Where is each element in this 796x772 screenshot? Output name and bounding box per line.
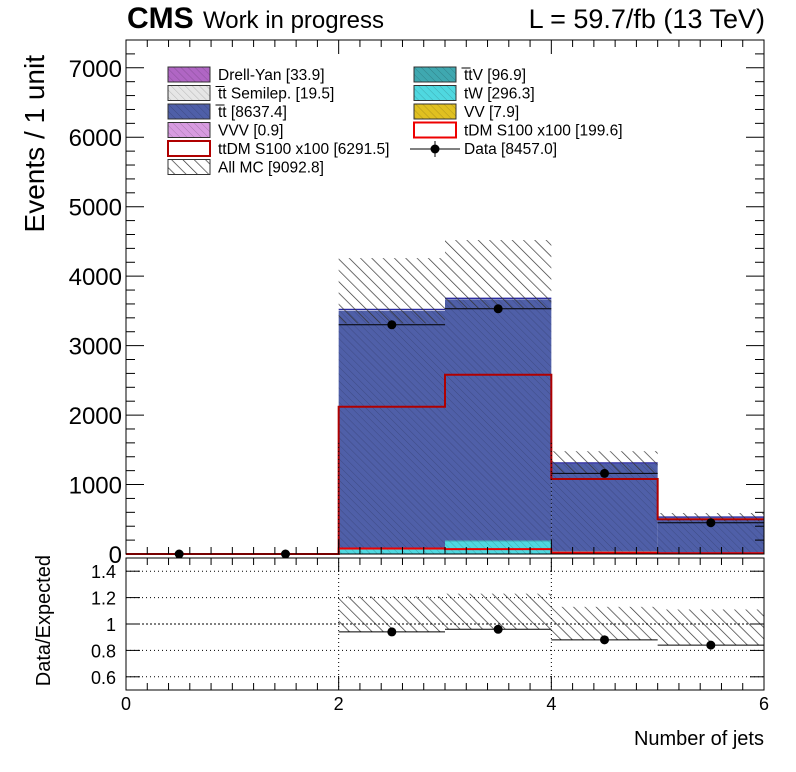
- legend-label: VVV [0.9]: [218, 123, 283, 140]
- x-axis-label: Number of jets: [634, 728, 764, 750]
- data-point: [600, 468, 609, 478]
- y-tick-label: 5000: [69, 195, 122, 222]
- legend-label: ttDM S100 x100 [6291.5]: [218, 141, 389, 158]
- legend-label: tW [296.3]: [464, 86, 535, 103]
- luminosity-label: L = 59.7/fb (13 TeV): [528, 4, 765, 34]
- legend-swatch: [167, 159, 211, 175]
- ratio-y-tick-label: 0.8: [91, 641, 116, 661]
- ratio-uncertainty-band: [445, 593, 552, 630]
- mc-uncertainty-band: [551, 451, 658, 474]
- y-tick-label: 6000: [69, 125, 122, 152]
- bar-hatch: [338, 310, 445, 550]
- x-tick-label: 0: [121, 694, 131, 714]
- ratio-point: [493, 624, 503, 634]
- y-tick-label: 1000: [69, 473, 122, 500]
- bar-hatch: [551, 551, 658, 552]
- ratio-uncertainty-band: [338, 596, 445, 632]
- ratio-uncertainty-band: [657, 609, 764, 646]
- legend-swatch-hatch: [414, 104, 456, 119]
- bar-hatch: [445, 540, 552, 542]
- ratio-y-tick-label: 1: [106, 615, 116, 635]
- ratio-point: [600, 635, 609, 645]
- legend-label: All MC [9092.8]: [218, 160, 324, 177]
- ratio-uncertainty-band: [551, 606, 658, 640]
- work-in-progress-label: Work in progress: [203, 7, 384, 34]
- bar-hatch: [445, 299, 552, 541]
- ratio-y-tick-label: 1.4: [91, 562, 116, 582]
- y-tick-label: 4000: [69, 264, 122, 291]
- legend: Drell-Yan [33.9] t̅t Semilep. [19.5]t̅t […: [167, 66, 623, 177]
- y-tick-label: 3000: [69, 334, 122, 361]
- y-tick-label: 7000: [69, 56, 122, 83]
- cms-label: CMS: [127, 2, 194, 35]
- legend-label: Drell-Yan [33.9]: [218, 67, 325, 84]
- legend-label: t̅t [8637.4]: [215, 104, 287, 121]
- legend-label: t̅tV [96.9]: [461, 67, 526, 84]
- ratio-y-tick-label: 0.6: [91, 668, 116, 688]
- legend-swatch: [167, 140, 211, 157]
- ratio-y-axis-label: Data/Expected: [33, 555, 55, 686]
- legend-swatch-hatch: [168, 122, 210, 138]
- legend-marker: [430, 144, 440, 154]
- x-tick-label: 4: [546, 694, 556, 714]
- ratio-point: [706, 640, 716, 650]
- legend-swatch-hatch: [168, 104, 210, 119]
- legend-swatch: [413, 121, 457, 139]
- legend-swatch-hatch: [168, 67, 210, 82]
- mc-uncertainty-band: [338, 258, 445, 324]
- mc-uncertainty-band: [657, 513, 764, 522]
- legend-label: VV [7.9]: [464, 104, 519, 121]
- y-tick-label: 2000: [69, 403, 122, 430]
- legend-label: tDM S100 x100 [199.6]: [464, 123, 623, 140]
- legend-swatch-hatch: [414, 67, 456, 82]
- bar-hatch: [338, 549, 445, 554]
- x-tick-label: 2: [334, 694, 344, 714]
- legend-swatch-hatch: [414, 85, 456, 101]
- main-histogram-panel: 0 1000 2000 3000 4000 5000 6000 7000: [69, 39, 765, 569]
- data-point: [387, 320, 397, 330]
- ratio-point: [387, 627, 397, 637]
- data-point: [493, 304, 503, 314]
- data-point: [706, 518, 716, 528]
- mc-uncertainty-band: [445, 240, 552, 309]
- y-axis-label: Events / 1 unit: [19, 55, 50, 233]
- legend-swatch-hatch: [168, 85, 210, 101]
- y-tick-label: 0: [109, 542, 122, 569]
- ratio-y-tick-label: 1.2: [91, 589, 116, 609]
- legend-label: Data [8457.0]: [464, 141, 557, 158]
- legend-label: t̅t Semilep. [19.5]: [215, 86, 334, 103]
- ratio-panel: 0.6 0.8 1 1.2 1.4 0 2 4 6: [91, 557, 769, 714]
- x-tick-label: 6: [759, 694, 769, 714]
- bar-hatch: [445, 541, 552, 554]
- bar-hatch: [338, 549, 445, 550]
